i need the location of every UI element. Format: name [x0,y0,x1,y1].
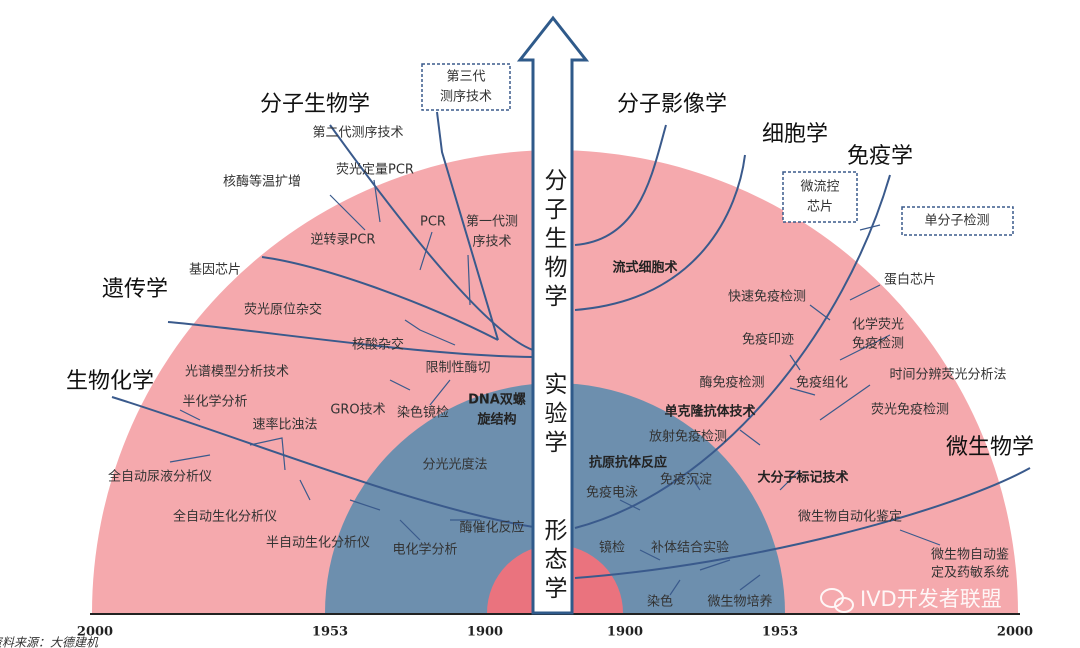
label: 序技术 [472,235,511,250]
label: 时间分辨荧光分析法 [889,368,1006,383]
dotted-box [901,206,1014,236]
label: 第二代测序技术 [312,126,403,141]
source: 资料来源：大德建机 [0,636,99,648]
wechat-icon [834,597,854,613]
heading: 遗传学 [102,277,168,302]
label: 染色 [647,594,673,610]
label: 全自动尿液分析仪 [108,469,212,485]
label: 大分子标记技术 [757,470,848,486]
label: 免疫组化 [796,375,848,391]
label: 免疫印迹 [742,332,794,348]
label: 半自动生化分析仪 [266,536,370,551]
boxes: 第三代 测序技术 微流控 芯片 单分子检测 [421,63,1014,236]
label: DNA双螺 [468,392,526,408]
heading: 分子生物学 [260,92,370,117]
label: 第一代测 [466,215,518,230]
branch [329,124,541,353]
label: 荧光免疫检测 [871,402,949,418]
label: 酶催化反应 [459,520,524,536]
heading: 免疫学 [847,144,913,169]
box-text: 单分子检测 [924,214,989,229]
label: 镜检 [599,541,625,556]
branch [574,154,746,311]
label: 化学荧光 [852,317,904,333]
label: 酶免疫检测 [699,375,764,391]
left-labels: 第二代测序技术 核酶等温扩增 荧光定量PCR PCR 第一代测 序技术 逆转录P… [108,126,526,558]
branch [167,321,541,358]
label: 速率比浊法 [252,417,317,433]
label: 流式细胞术 [612,260,677,276]
label: 荧光定量PCR [336,163,414,178]
label: 补体结合实验 [651,540,729,556]
label: 分光光度法 [422,457,487,473]
arrow-text: 形态学 [540,518,568,605]
label: 单克隆抗体技术 [664,404,755,420]
sub-branch [619,199,941,596]
label: 核酸杂交 [352,337,404,353]
label: 光谱模型分析技术 [185,365,289,380]
label: 半化学分析 [182,394,247,410]
label: 定及药敏系统 [931,566,1009,581]
label: 抗原抗体反应 [589,455,667,471]
watermark-text: IVD开发者联盟 [860,587,1002,611]
label: 微生物自动鉴 [931,548,1009,563]
box-text: 芯片 [807,200,833,215]
label: PCR [420,215,446,230]
arrow-text: 分子生物学 [540,168,568,313]
box-text: 第三代 [446,70,485,85]
label: 逆转录PCR [311,232,376,248]
sub-branch [169,179,480,541]
branch [111,396,541,529]
label: 快速免疫检测 [728,289,806,305]
axis-label: 2000 [77,625,113,640]
branch [261,256,499,341]
label: 电化学分析 [392,542,457,558]
axis-label: 1900 [607,625,643,640]
label: 免疫电泳 [586,485,638,501]
label: 限制性酶切 [425,360,490,376]
arrow-text: 实验学 [540,372,568,459]
label: 染色镜检 [397,405,449,421]
axis-label: 1953 [312,625,348,640]
label: 旋结构 [476,412,516,428]
right-labels: 流式细胞术 蛋白芯片 快速免疫检测 化学荧光 免疫检测 免疫印迹 酶免疫检测 免… [586,260,1009,610]
box-text: 测序技术 [440,90,492,105]
branch [574,124,667,246]
axis-label: 2000 [997,625,1033,640]
label: 荧光原位杂交 [244,302,322,318]
branch [574,174,891,529]
watermark: IVD开发者联盟 [820,587,1002,613]
heading: 分子影像学 [617,92,727,117]
branch [436,111,499,341]
label: 微生物自动化鉴定 [798,510,902,525]
label: 微生物培养 [707,594,772,610]
axis-label: 1953 [762,625,798,640]
branches [111,111,1031,596]
headings: 分子生物学 遗传学 生物化学 分子影像学 细胞学 免疫学 微生物学 [66,92,1034,460]
label: 基因芯片 [189,263,241,278]
label: 全自动生化分析仪 [173,509,277,525]
heading: 生物化学 [66,369,154,394]
heading: 细胞学 [762,122,828,147]
dotted-box [421,63,511,111]
label: 免疫检测 [852,336,904,352]
label: 放射免疫检测 [649,429,727,445]
label: 蛋白芯片 [884,272,936,288]
label: 免疫沉淀 [660,472,712,488]
branch [574,467,1031,579]
dotted-box [782,171,858,223]
axis-label: 1900 [467,625,503,640]
axis: 2000 1953 1900 1900 1953 2000 [77,625,1033,640]
label: GRO技术 [330,403,385,418]
label: 核酶等温扩增 [223,174,301,190]
heading: 微生物学 [946,435,1034,460]
time-arrow [516,15,590,615]
box-text: 微流控 [800,180,839,195]
